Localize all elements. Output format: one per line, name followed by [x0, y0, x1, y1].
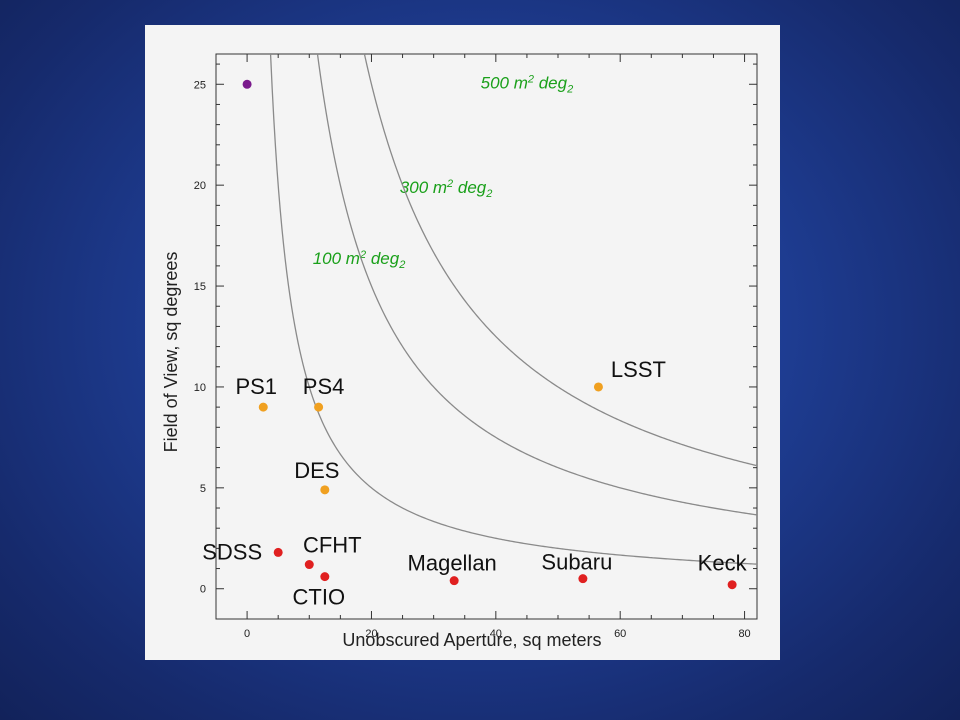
data-point-unlabeled	[242, 79, 252, 89]
point-label-des: DES	[294, 458, 339, 483]
curve-label: 100 m2 deg2	[313, 249, 406, 271]
point-label-sdss: SDSS	[202, 539, 262, 564]
x-tick-label: 40	[490, 628, 502, 640]
point-label-ps4: PS4	[303, 374, 345, 399]
point-label-magellan: Magellan	[408, 551, 497, 576]
scatter-chart: 100 m2 deg2 300 m2 deg2 500 m2 deg2 0 20 40 6…	[161, 53, 758, 650]
data-point-keck	[727, 580, 737, 590]
data-point-ctio	[320, 572, 330, 582]
plot-frame	[215, 53, 758, 620]
data-point-magellan	[449, 576, 459, 586]
x-axis-title: Unobscured Aperture, sq meters	[342, 630, 601, 650]
y-tick-label: 5	[200, 483, 206, 495]
y-tick-label: 25	[194, 79, 206, 91]
data-point-lsst	[593, 382, 603, 392]
x-tick-label: 60	[614, 628, 626, 640]
y-axis-title: Field of View, sq degrees	[161, 252, 181, 453]
x-tick-label: 20	[365, 628, 377, 640]
chart-panel: 100 m2 deg2 300 m2 deg2 500 m2 deg2 0 20 40 6…	[145, 25, 780, 660]
point-label-ps1: PS1	[235, 374, 277, 399]
contour-curve	[316, 54, 757, 516]
point-label-lsst: LSST	[611, 357, 666, 382]
point-label-ctio: CTIO	[293, 585, 346, 610]
y-tick-label: 0	[200, 584, 206, 596]
data-point-des	[320, 485, 330, 495]
y-tick-label: 10	[194, 382, 206, 394]
data-point-cfht	[304, 560, 314, 570]
point-label-cfht: CFHT	[303, 533, 362, 558]
y-tick-label: 15	[194, 281, 206, 293]
contour-curve	[269, 54, 757, 565]
data-point-subaru	[578, 574, 588, 584]
data-point-ps4	[314, 402, 324, 412]
contour-curve	[363, 54, 757, 467]
data-point-ps1	[258, 402, 268, 412]
x-tick-label: 0	[244, 628, 250, 640]
data-point-sdss	[273, 547, 283, 557]
x-tick-label: 80	[738, 628, 750, 640]
y-tick-label: 20	[194, 180, 206, 192]
point-label-subaru: Subaru	[541, 550, 612, 575]
point-label-keck: Keck	[698, 551, 748, 576]
curve-label: 500 m2 deg2	[481, 73, 574, 95]
curve-label: 300 m2 deg2	[400, 178, 493, 200]
